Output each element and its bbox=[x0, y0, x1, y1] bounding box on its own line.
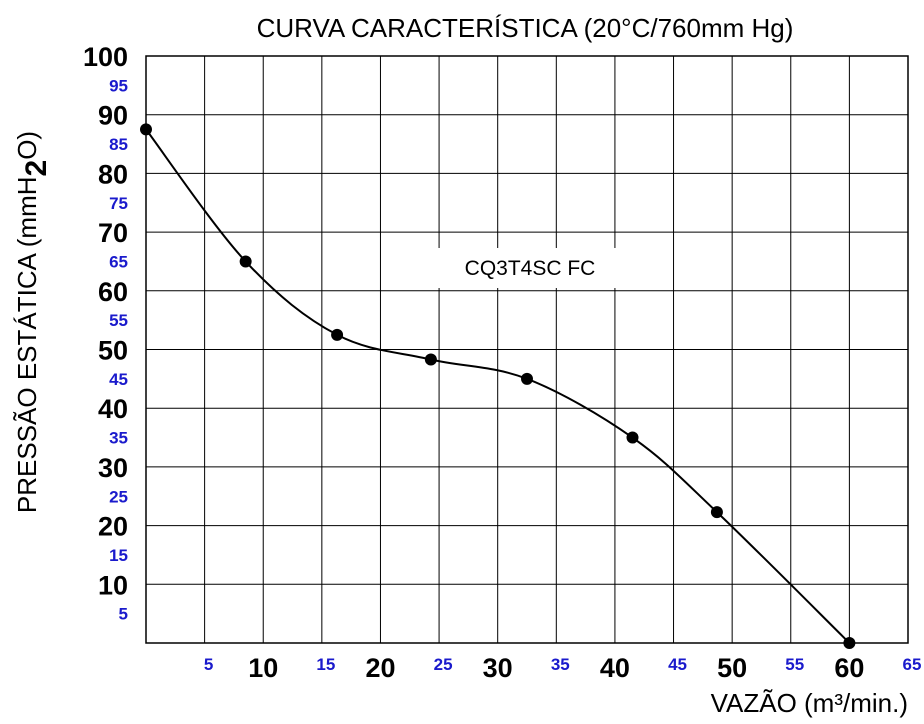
y-tick-label: 30 bbox=[98, 453, 128, 483]
y-tick-label: 15 bbox=[109, 546, 128, 565]
y-tick-label: 60 bbox=[98, 277, 128, 307]
data-point bbox=[239, 255, 252, 268]
x-tick-labels: 5 10 15 20 25 30 35 40 45 50 55 60 65 bbox=[204, 653, 922, 683]
data-point bbox=[626, 431, 639, 444]
y-tick-label: 55 bbox=[109, 311, 128, 330]
y-axis-label-end: O) bbox=[12, 131, 42, 160]
y-axis-label: PRESSÃO ESTÁTICA (mmH2O) bbox=[12, 131, 53, 513]
grid bbox=[145, 55, 909, 644]
y-tick-label: 80 bbox=[98, 159, 128, 189]
data-point bbox=[140, 123, 152, 136]
y-axis-label-subscript: 2 bbox=[20, 160, 53, 177]
x-tick-label: 35 bbox=[551, 655, 570, 674]
data-points bbox=[140, 123, 856, 649]
y-tick-label: 25 bbox=[109, 487, 128, 506]
x-tick-label: 65 bbox=[903, 655, 922, 674]
x-tick-label: 40 bbox=[600, 653, 630, 683]
x-tick-label: 30 bbox=[483, 653, 513, 683]
y-axis-label-main: PRESSÃO ESTÁTICA (mmH bbox=[12, 176, 42, 513]
x-tick-label: 25 bbox=[434, 655, 453, 674]
model-annotation: CQ3T4SC FC bbox=[465, 257, 596, 280]
data-point bbox=[843, 637, 856, 649]
x-tick-label: 55 bbox=[785, 655, 804, 674]
x-tick-label: 15 bbox=[316, 655, 335, 674]
x-axis-label: VAZÃO (m³/min.) bbox=[711, 688, 908, 718]
x-tick-label: 50 bbox=[717, 653, 747, 683]
chart-title: CURVA CARACTERÍSTICA (20°C/760mm Hg) bbox=[257, 13, 794, 43]
x-tick-label: 60 bbox=[834, 653, 864, 683]
data-point bbox=[424, 353, 437, 366]
y-tick-label: 65 bbox=[109, 252, 128, 271]
data-point bbox=[331, 328, 344, 341]
y-tick-label: 5 bbox=[119, 605, 128, 624]
data-point bbox=[521, 372, 533, 385]
x-tick-label: 20 bbox=[365, 653, 395, 683]
y-tick-labels: 5 10 15 20 25 30 35 40 45 50 55 60 65 70 75 80 85 90 95 100 bbox=[83, 42, 128, 624]
y-tick-label: 50 bbox=[98, 336, 128, 366]
x-tick-label: 5 bbox=[204, 655, 213, 674]
y-tick-label: 75 bbox=[109, 194, 128, 213]
y-tick-label: 95 bbox=[109, 76, 128, 95]
svg-text:PRESSÃO ESTÁTICA (mmH2O): PRESSÃO ESTÁTICA (mmH2O) bbox=[12, 131, 53, 513]
y-tick-label: 10 bbox=[98, 570, 128, 600]
y-tick-label: 90 bbox=[98, 101, 128, 131]
y-tick-label: 35 bbox=[109, 429, 128, 448]
y-tick-label: 100 bbox=[83, 42, 128, 72]
y-tick-label: 20 bbox=[98, 512, 128, 542]
x-tick-label: 45 bbox=[668, 655, 687, 674]
x-tick-label: 10 bbox=[248, 653, 278, 683]
y-tick-label: 40 bbox=[98, 394, 128, 424]
annotation-background bbox=[438, 248, 618, 288]
y-tick-label: 70 bbox=[98, 218, 128, 248]
y-tick-label: 45 bbox=[109, 370, 128, 389]
y-tick-label: 85 bbox=[109, 135, 128, 154]
data-point bbox=[710, 506, 723, 519]
